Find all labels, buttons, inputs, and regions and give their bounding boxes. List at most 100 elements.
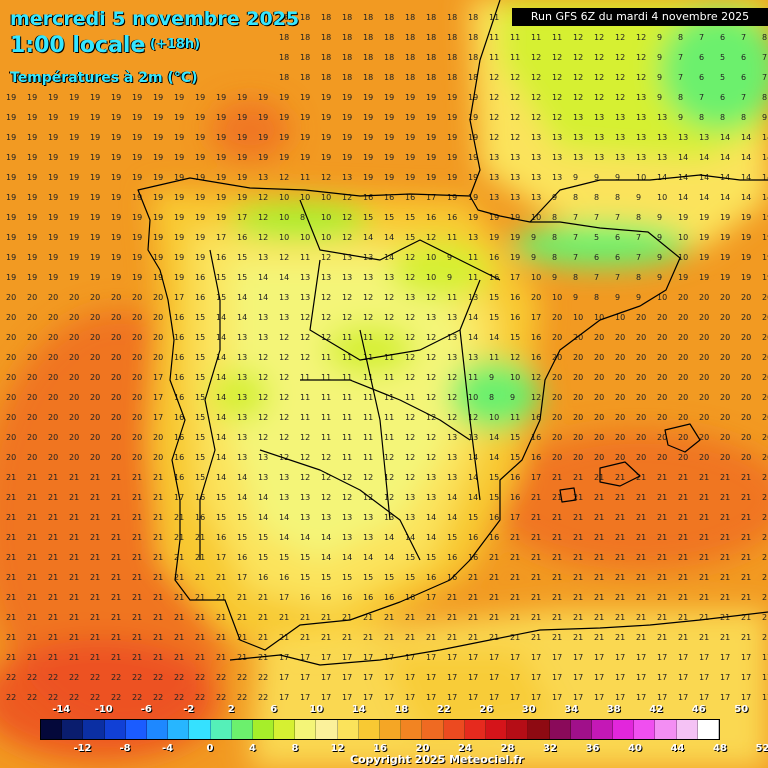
temperature-value: 16 [489, 533, 499, 542]
temperature-value: 15 [489, 493, 499, 502]
temperature-value: 21 [153, 493, 163, 502]
temperature-value: 21 [48, 533, 58, 542]
temperature-value: 20 [741, 373, 751, 382]
temperature-value: 22 [6, 673, 16, 682]
temperature-value: 15 [195, 373, 205, 382]
temperature-value: 12 [510, 73, 520, 82]
temperature-value: 21 [153, 573, 163, 582]
temperature-value: 21 [132, 513, 142, 522]
temperature-value: 12 [300, 453, 310, 462]
temperature-value: 11 [489, 33, 499, 42]
temperature-value: 19 [6, 273, 16, 282]
temperature-value: 21 [90, 653, 100, 662]
temperature-value: 11 [447, 293, 457, 302]
temperature-value: 12 [342, 293, 352, 302]
temperature-value: 9 [552, 193, 557, 202]
temperature-value: 12 [258, 193, 268, 202]
temperature-value: 21 [510, 573, 520, 582]
temperature-value: 21 [405, 613, 415, 622]
temperature-value: 19 [69, 153, 79, 162]
temperature-value: 14 [489, 333, 499, 342]
temperature-value: 12 [321, 453, 331, 462]
temperature-value: 17 [300, 673, 310, 682]
temperature-value: 19 [27, 253, 37, 262]
temperature-value: 21 [741, 493, 751, 502]
temperature-value: 19 [468, 153, 478, 162]
temperature-value: 21 [636, 593, 646, 602]
temperature-value: 19 [468, 173, 478, 182]
temperature-value: 21 [699, 573, 709, 582]
temperature-value: 21 [216, 593, 226, 602]
temperature-value: 18 [384, 33, 394, 42]
temperature-value: 20 [594, 333, 604, 342]
temperature-value: 19 [237, 133, 247, 142]
temperature-value: 19 [6, 233, 16, 242]
temperature-value: 19 [216, 193, 226, 202]
temperature-value: 20 [636, 393, 646, 402]
temperature-value: 12 [363, 493, 373, 502]
temperature-value: 17 [216, 233, 226, 242]
temperature-value: 18 [342, 53, 352, 62]
temperature-value: 18 [447, 73, 457, 82]
temperature-value: 21 [531, 553, 541, 562]
temperature-value: 19 [447, 173, 457, 182]
temperature-value: 13 [342, 533, 352, 542]
temperature-value: 20 [69, 393, 79, 402]
temperature-value: 21 [321, 613, 331, 622]
temperature-value: 20 [699, 393, 709, 402]
legend-tick-top: 46 [691, 704, 706, 715]
temperature-value: 20 [132, 393, 142, 402]
temperature-value: 21 [678, 473, 688, 482]
temperature-value: 19 [237, 193, 247, 202]
temperature-value: 20 [27, 453, 37, 462]
temperature-value: 21 [657, 473, 667, 482]
temperature-value: 12 [531, 373, 541, 382]
temperature-value: 21 [552, 493, 562, 502]
temperature-value: 16 [258, 573, 268, 582]
temperature-value: 14 [216, 393, 226, 402]
temperature-value: 12 [258, 413, 268, 422]
temperature-value: 11 [300, 413, 310, 422]
temperature-value: 19 [363, 173, 373, 182]
temperature-value: 11 [384, 353, 394, 362]
temperature-value: 12 [594, 53, 604, 62]
temperature-value: 13 [342, 253, 352, 262]
temperature-value: 20 [573, 433, 583, 442]
temperature-value: 13 [594, 153, 604, 162]
temperature-value: 21 [594, 593, 604, 602]
temperature-value: 16 [531, 433, 541, 442]
temperature-value: 14 [279, 273, 289, 282]
temperature-value: 20 [90, 293, 100, 302]
temperature-value: 12 [258, 353, 268, 362]
temperature-value: 16 [216, 533, 226, 542]
temperature-value: 11 [384, 413, 394, 422]
temperature-value: 9 [657, 253, 662, 262]
temperature-value: 9 [573, 293, 578, 302]
temperature-value: 21 [615, 493, 625, 502]
temperature-value: 21 [69, 613, 79, 622]
temperature-value: 20 [552, 393, 562, 402]
temperature-value: 12 [552, 73, 562, 82]
temperature-value: 16 [174, 313, 184, 322]
temperature-value: 21 [90, 513, 100, 522]
legend-tick-bottom: 28 [500, 743, 515, 754]
temperature-value: 15 [384, 573, 394, 582]
temperature-value: 19 [216, 173, 226, 182]
temperature-value: 21 [489, 593, 499, 602]
temperature-value: 21 [321, 633, 331, 642]
legend-swatch [295, 720, 317, 739]
temperature-value: 17 [300, 693, 310, 702]
temperature-value: 13 [237, 393, 247, 402]
temperature-value: 20 [720, 393, 730, 402]
temperature-value: 19 [405, 153, 415, 162]
temperature-value: 13 [552, 173, 562, 182]
temperature-value: 19 [678, 273, 688, 282]
temperature-value: 10 [531, 273, 541, 282]
temperature-value: 20 [762, 333, 768, 342]
temperature-value: 19 [90, 113, 100, 122]
temperature-value: 9 [657, 53, 662, 62]
temperature-value: 20 [636, 313, 646, 322]
temperature-value: 18 [447, 53, 457, 62]
legend-swatch [104, 720, 126, 739]
temperature-value: 21 [678, 593, 688, 602]
